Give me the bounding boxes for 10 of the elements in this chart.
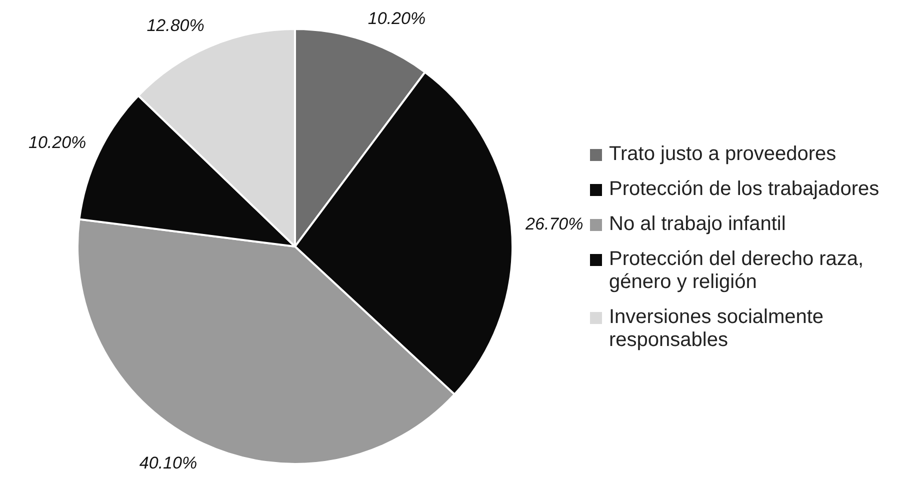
data-label: 26.70% bbox=[524, 214, 584, 234]
data-label: 10.20% bbox=[368, 8, 426, 28]
legend-label: Trato justo a proveedores bbox=[609, 143, 836, 166]
data-label: 12.80% bbox=[146, 16, 204, 35]
data-label: 40.10% bbox=[139, 453, 198, 472]
legend-label: No al trabajo infantil bbox=[609, 213, 786, 236]
legend-label: Inversiones socialmente responsables bbox=[609, 306, 825, 352]
data-label: 10.20% bbox=[28, 132, 86, 152]
legend-label: Protección de los trabajadores bbox=[609, 178, 880, 201]
legend-label: Protección del derecho raza, género y religión bbox=[609, 248, 865, 294]
